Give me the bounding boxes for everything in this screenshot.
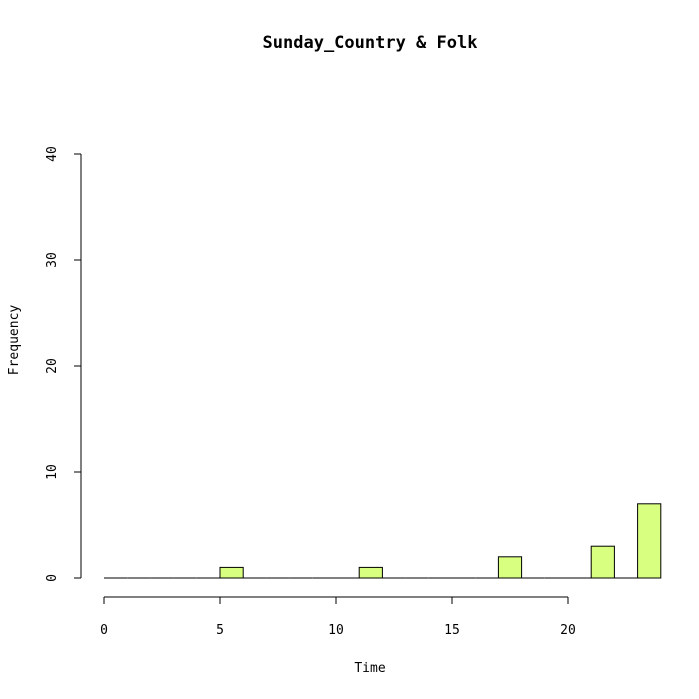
histogram-bar — [219, 566, 244, 579]
x-tick-label: 20 — [560, 623, 576, 638]
y-axis: 0 10 20 30 40 — [45, 146, 82, 582]
x-tick-label: 10 — [328, 623, 344, 638]
x-axis-label: Time — [354, 661, 385, 676]
x-axis: 0 5 10 15 20 — [100, 596, 576, 638]
histogram-bar — [590, 545, 615, 579]
y-tick-label: 0 — [45, 574, 60, 582]
histogram-bar — [637, 503, 662, 579]
y-tick-label: 20 — [45, 358, 60, 374]
histogram-bar — [358, 566, 383, 579]
bars-group — [104, 503, 662, 579]
chart-title: Sunday_Country & Folk — [263, 33, 478, 53]
x-tick-label: 5 — [216, 623, 224, 638]
y-axis-label: Frequency — [7, 305, 22, 376]
histogram-bar — [497, 556, 523, 579]
x-tick-label: 0 — [100, 623, 108, 638]
y-tick-label: 30 — [45, 252, 60, 268]
y-tick-label: 40 — [45, 146, 60, 162]
x-tick-label: 15 — [444, 623, 460, 638]
y-tick-label: 10 — [45, 464, 60, 480]
